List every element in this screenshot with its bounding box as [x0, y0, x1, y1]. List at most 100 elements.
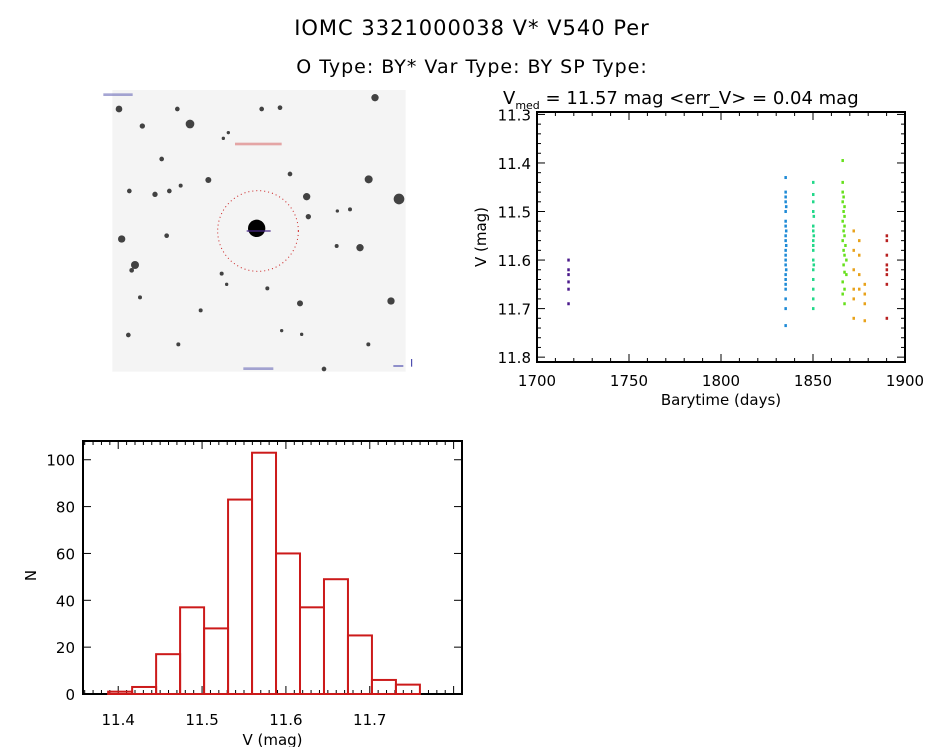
data-point: [784, 287, 787, 291]
star: [303, 193, 311, 201]
data-point: [784, 205, 788, 209]
data-point: [784, 176, 787, 180]
data-point: [784, 324, 787, 328]
star: [259, 106, 264, 112]
data-point: [863, 319, 867, 323]
data-point: [784, 234, 787, 238]
page-title: IOMC 3321000038 V* V540 Per: [294, 16, 650, 40]
star: [321, 366, 327, 372]
data-point: [784, 268, 788, 272]
star: [225, 282, 229, 286]
star: [387, 297, 395, 305]
data-point: [841, 190, 844, 194]
star: [226, 131, 230, 135]
star: [126, 332, 131, 338]
histogram-bar: [251, 451, 278, 695]
star: [280, 329, 284, 333]
image-label: [103, 93, 133, 96]
data-point: [885, 268, 889, 272]
data-point: [843, 205, 846, 209]
y-tick-label: 11.3: [498, 106, 531, 124]
y-tick-label: 11.4: [498, 155, 531, 173]
x-tick-label: 11.6: [269, 711, 302, 729]
data-point: [784, 253, 787, 257]
histogram-bar: [394, 683, 421, 696]
data-point: [842, 229, 845, 233]
data-point: [784, 219, 787, 223]
y-axis-label: V (mag): [472, 207, 490, 267]
star: [277, 105, 283, 110]
data-point: [784, 297, 787, 301]
data-point: [784, 239, 787, 243]
y-tick-label: 40: [56, 592, 75, 610]
data-point: [841, 280, 844, 284]
data-point: [852, 248, 855, 252]
data-point: [784, 195, 787, 199]
data-point: [843, 234, 846, 238]
y-tick-label: 80: [56, 499, 75, 517]
data-point: [812, 297, 815, 301]
data-point: [784, 277, 787, 281]
data-point: [567, 273, 570, 277]
data-point: [841, 180, 844, 184]
histogram-bar: [179, 606, 206, 696]
data-point: [812, 229, 815, 233]
data-point: [858, 287, 861, 291]
data-point: [858, 273, 861, 277]
data-point: [885, 282, 889, 286]
data-point: [812, 180, 815, 184]
star: [221, 136, 225, 140]
data-point: [812, 234, 816, 238]
data-point: [844, 243, 847, 247]
star: [334, 244, 339, 248]
data-point: [863, 282, 867, 286]
star: [265, 286, 270, 291]
data-point: [843, 302, 846, 306]
star: [287, 171, 293, 177]
data-point: [852, 297, 855, 301]
data-point: [784, 243, 788, 247]
data-point: [858, 239, 861, 243]
data-point: [812, 193, 815, 197]
y-axis-label: N: [22, 570, 40, 581]
star: [175, 106, 180, 112]
x-tick-label: 11.7: [353, 711, 386, 729]
x-tick-label: 1850: [794, 372, 832, 390]
histogram-bar: [107, 690, 134, 696]
histogram-bar: [155, 653, 182, 695]
data-point: [784, 224, 787, 228]
data-point: [841, 292, 844, 296]
star: [138, 295, 142, 300]
data-point: [784, 307, 787, 311]
star: [115, 105, 123, 113]
data-point: [812, 277, 815, 281]
histogram-bar: [346, 634, 373, 695]
data-point: [845, 273, 848, 277]
x-tick-label: 1800: [702, 372, 740, 390]
target-star: [248, 219, 266, 237]
data-point: [812, 268, 815, 272]
y-tick-label: 11.8: [498, 349, 531, 367]
data-point: [843, 287, 846, 291]
data-point: [812, 214, 816, 218]
data-point: [567, 268, 570, 272]
sky-image: [103, 90, 413, 372]
data-point: [784, 282, 787, 286]
star: [131, 261, 139, 269]
data-point: [812, 287, 815, 291]
data-point: [784, 229, 788, 233]
y-tick-label: 100: [46, 452, 75, 470]
histogram-bar: [203, 627, 230, 695]
x-tick-label: 1700: [518, 372, 556, 390]
star: [364, 175, 373, 184]
data-point: [812, 258, 815, 262]
star: [371, 94, 379, 102]
histogram-bar: [131, 685, 158, 696]
data-point: [812, 307, 815, 311]
data-point: [841, 200, 844, 204]
star: [356, 244, 364, 252]
star: [159, 156, 164, 162]
target-label: [235, 142, 282, 146]
star: [305, 214, 311, 220]
star: [297, 300, 303, 307]
